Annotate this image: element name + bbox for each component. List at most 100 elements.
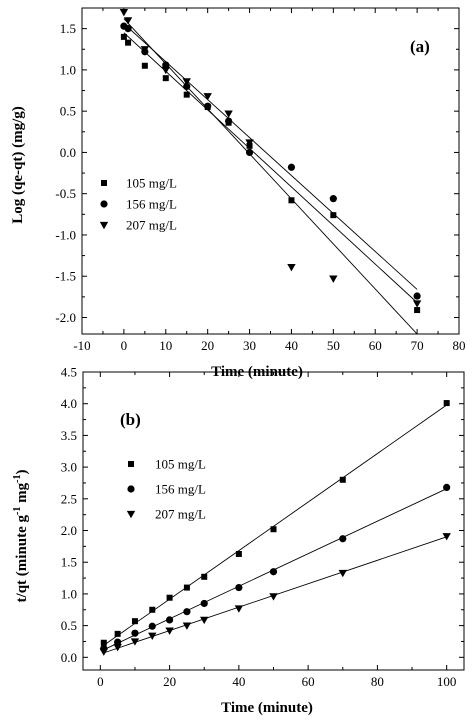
data-point — [148, 632, 157, 640]
data-point — [162, 61, 170, 69]
y-axis-title-main: t/qt (minute g — [14, 514, 30, 602]
data-point — [183, 608, 191, 616]
y-tick-label: 1.5 — [61, 555, 77, 570]
data-point — [442, 533, 451, 541]
data-point — [330, 212, 337, 219]
x-tick-label: 40 — [232, 674, 245, 689]
data-point — [339, 535, 347, 543]
y-tick-label: 4.0 — [61, 396, 77, 411]
y-tick-label: 1.0 — [61, 586, 77, 601]
data-point — [125, 39, 132, 46]
data-point — [124, 25, 132, 33]
data-point — [201, 573, 208, 580]
panel-label: (a) — [410, 37, 430, 56]
legend-label: 105 mg/L — [155, 457, 206, 472]
x-tick-label: 0 — [121, 338, 128, 353]
data-point — [119, 8, 129, 17]
data-point — [162, 75, 169, 82]
fit-line — [123, 23, 418, 290]
data-point — [100, 639, 107, 646]
data-point — [245, 148, 254, 157]
data-point — [165, 627, 174, 635]
y-tick-label: 1.0 — [60, 62, 76, 77]
y-axis-title-mid: mg — [14, 482, 30, 506]
y-tick-label: 4.5 — [61, 365, 77, 380]
x-tick-label: 100 — [437, 674, 457, 689]
legend-label: 207 mg/L — [155, 507, 206, 522]
y-tick-label: 0.0 — [60, 145, 76, 160]
data-point — [287, 163, 296, 171]
x-tick-label: 60 — [369, 338, 382, 353]
y-tick-label: -1.5 — [55, 269, 76, 284]
data-point — [414, 307, 421, 314]
data-point — [270, 526, 277, 533]
series-circle — [100, 483, 451, 653]
chart-panel-a: (a) Time (minute) Log (qe-qt) (mg/g) -10… — [10, 7, 466, 380]
x-tick-label: 20 — [201, 338, 214, 353]
x-tick-label: -10 — [73, 338, 90, 353]
data-point — [245, 139, 254, 147]
data-point — [113, 644, 122, 652]
data-point — [200, 616, 209, 625]
fit-line — [103, 404, 447, 646]
y-axis-title: Log (qe-qt) (mg/g) — [10, 106, 26, 223]
y-tick-label: 0.0 — [61, 650, 77, 665]
data-point — [443, 483, 451, 491]
y-tick-label: 0.5 — [61, 618, 77, 633]
data-point — [269, 593, 278, 601]
fit-line — [123, 18, 418, 334]
data-point — [269, 568, 278, 576]
x-axis-title: Time (minute) — [221, 700, 313, 716]
legend-label: 156 mg/L — [155, 482, 206, 497]
data-point — [234, 605, 244, 613]
series-square — [120, 32, 421, 314]
legend-label: 207 mg/L — [126, 218, 177, 233]
data-point — [123, 17, 133, 25]
series-triangle-down — [119, 8, 422, 334]
legend-label: 156 mg/L — [126, 197, 177, 212]
y-tick-label: -2.0 — [55, 310, 76, 325]
legend-marker — [126, 510, 136, 519]
data-point — [443, 400, 450, 407]
legend-marker — [101, 180, 107, 186]
data-point — [148, 622, 156, 630]
data-point — [200, 599, 208, 608]
legend-marker — [128, 461, 134, 467]
data-point — [224, 110, 233, 118]
data-point — [182, 78, 191, 86]
x-tick-label: 20 — [163, 674, 176, 689]
y-tick-label: 0.5 — [60, 104, 76, 119]
y-tick-label: 3.0 — [61, 460, 77, 475]
y-axis-title-end: ) — [14, 470, 30, 475]
data-point — [329, 275, 338, 283]
data-point — [161, 66, 170, 75]
data-point — [182, 622, 192, 630]
data-point — [412, 300, 422, 308]
plot-frame — [81, 7, 460, 335]
data-point — [204, 102, 212, 110]
data-point — [130, 638, 140, 646]
x-tick-label: 60 — [302, 674, 315, 689]
data-point — [149, 606, 156, 613]
y-axis-title-sup: -1 — [12, 507, 23, 515]
y-axis-title: t/qt (minute g-1 mg-1) — [12, 470, 30, 603]
data-point — [203, 93, 212, 101]
data-point — [235, 550, 242, 557]
series-circle — [120, 22, 421, 300]
data-point — [339, 476, 346, 483]
x-tick-label: 40 — [285, 338, 298, 353]
legend-marker — [127, 485, 135, 493]
chart-panel-b: (b) Time (minute) t/qt (minute g-1 mg-1)… — [12, 365, 465, 716]
data-point — [183, 91, 190, 98]
x-tick-label: 70 — [411, 338, 424, 353]
data-point — [165, 616, 174, 624]
data-point — [120, 33, 127, 40]
data-point — [338, 569, 347, 578]
panel-label: (b) — [120, 410, 141, 429]
series-triangle-down — [99, 533, 451, 656]
legend-marker — [99, 221, 109, 230]
data-point — [131, 618, 138, 625]
series-square — [100, 400, 450, 646]
data-point — [288, 197, 295, 204]
